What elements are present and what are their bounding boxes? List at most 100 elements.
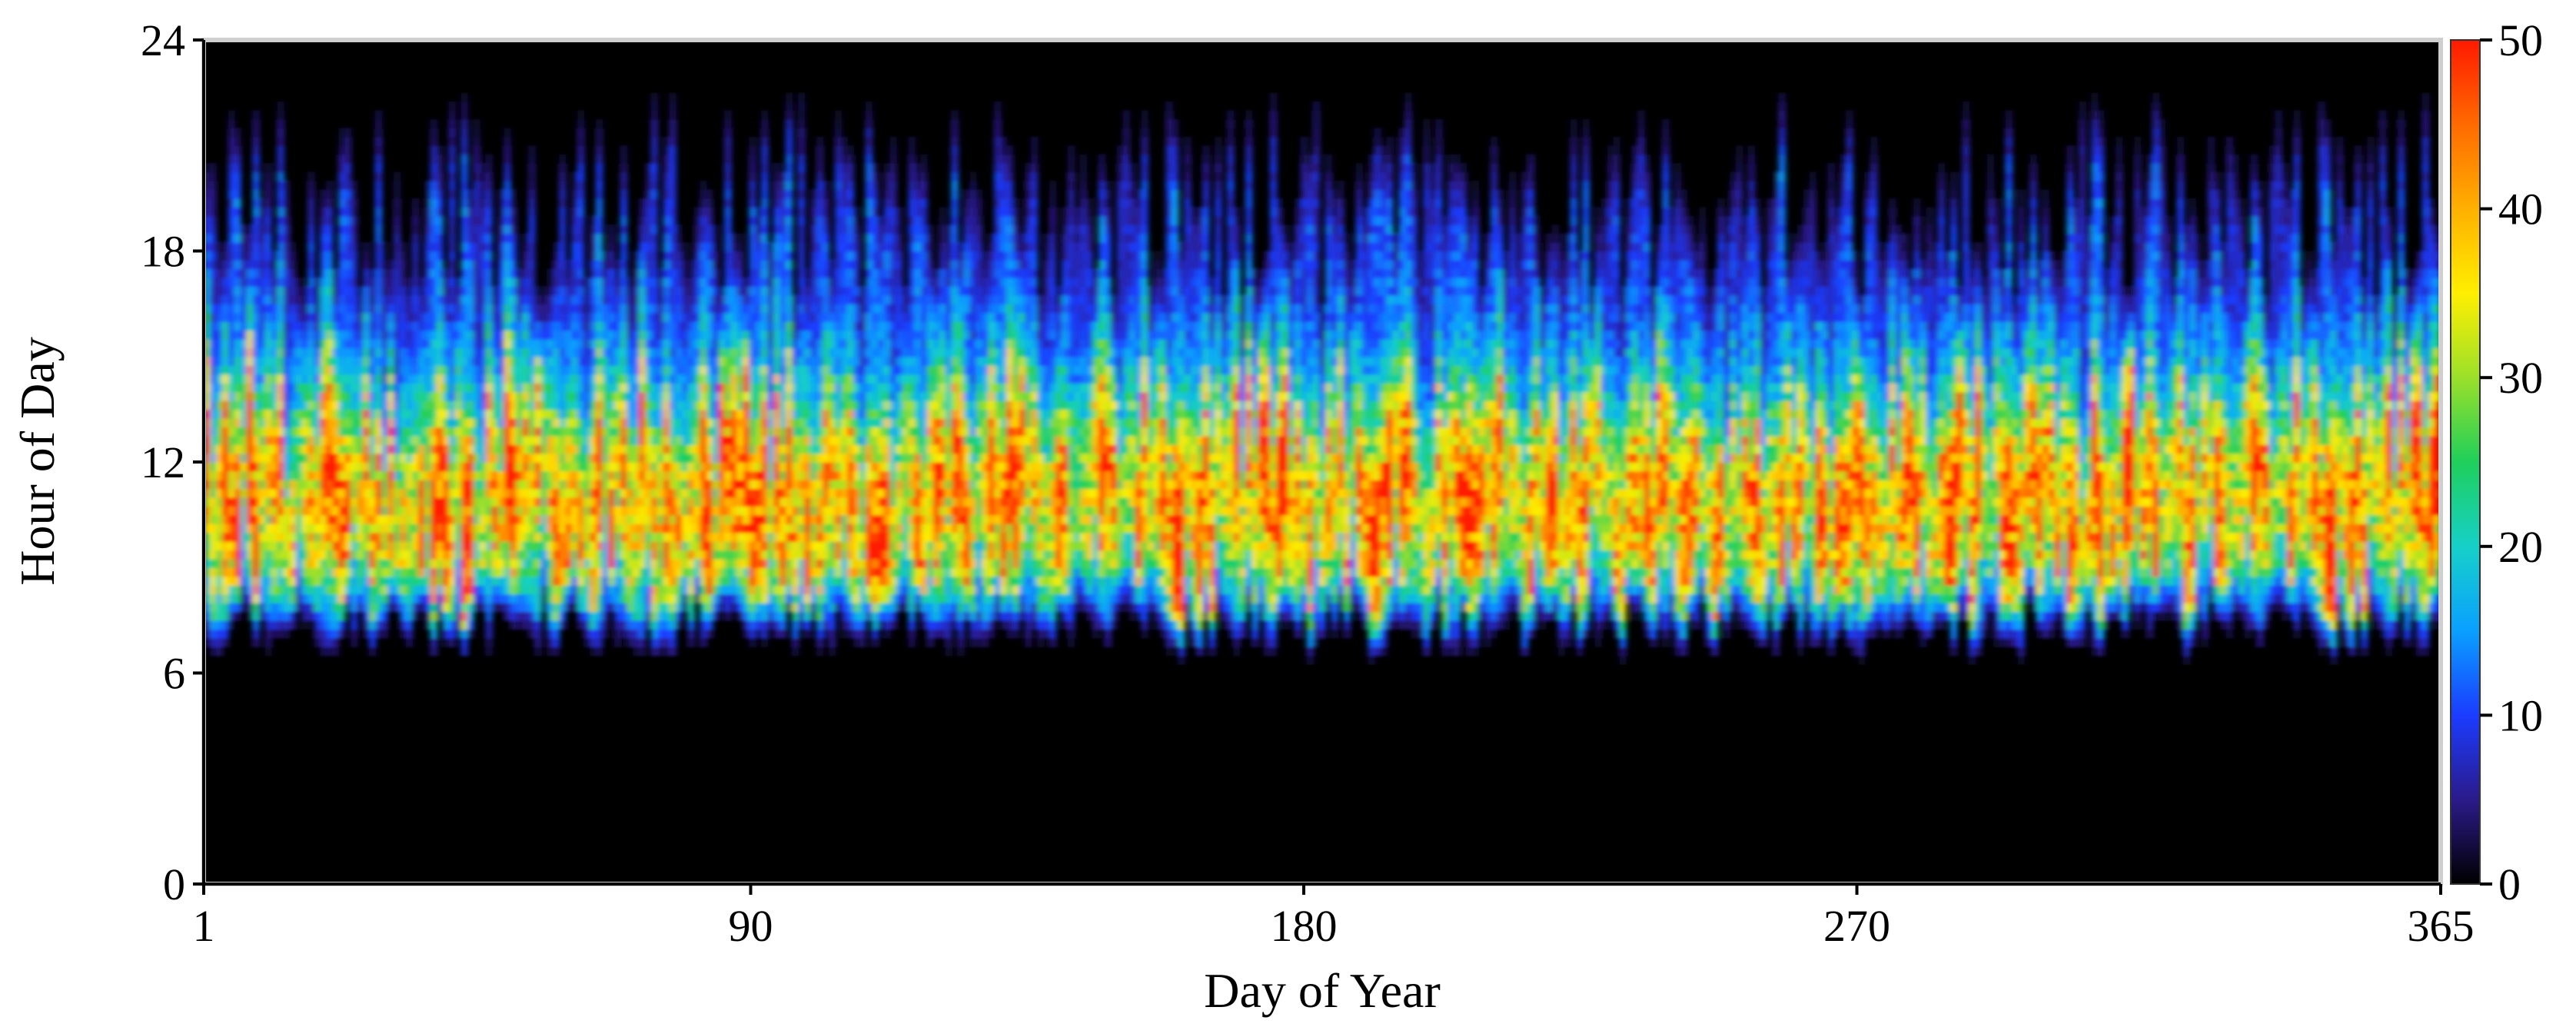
heatmap-cell [314,453,321,463]
heatmap-cell [209,576,217,586]
heatmap-cell [528,374,536,384]
heatmap-cell [651,391,658,401]
heatmap-cell [485,593,493,603]
heatmap-cell [700,409,707,419]
heatmap-cell [394,171,401,181]
heatmap-cell [675,462,683,472]
heatmap-cell [614,603,621,613]
heatmap-cell [369,347,377,357]
heatmap-cell [755,321,763,331]
heatmap-cell [590,593,597,603]
heatmap-cell [454,550,462,560]
heatmap-cell [264,215,272,225]
heatmap-cell [730,391,738,401]
heatmap-cell [204,576,211,586]
heatmap-cell [547,304,554,314]
heatmap-cell [816,506,824,516]
heatmap-cell [295,497,303,507]
heatmap-cell [687,417,695,428]
heatmap-cell [510,620,517,630]
heatmap-cell [430,506,437,516]
heatmap-cell [400,585,407,595]
heatmap-cell [743,409,750,419]
heatmap-cell [338,427,346,437]
heatmap-cell [473,506,480,516]
heatmap-cell [283,558,291,569]
heatmap-cell [258,198,266,208]
heatmap-cell [357,338,364,349]
heatmap-cell [406,576,413,586]
heatmap-cell [620,497,627,507]
heatmap-cell [718,453,726,463]
heatmap-cell [400,629,407,639]
heatmap-cell [504,171,511,181]
heatmap-cell [724,312,732,322]
heatmap-cell [645,189,652,199]
heatmap-cell [491,514,499,524]
heatmap-cell [491,550,499,560]
heatmap-cell [773,251,781,261]
heatmap-cell [571,374,579,384]
heatmap-cell [749,338,756,349]
heatmap-cell [675,286,683,296]
heatmap-cell [479,391,487,401]
heatmap-cell [810,347,818,357]
heatmap-cell [320,374,327,384]
heatmap-cell [332,338,340,349]
heatmap-cell [724,603,732,613]
heatmap-cell [565,259,573,270]
heatmap-cell [209,629,217,639]
heatmap-cell [387,391,394,401]
heatmap-cell [221,576,229,586]
heatmap-cell [810,417,818,428]
heatmap-cell [571,171,579,181]
heatmap-cell [724,171,732,181]
heatmap-cell [252,171,260,181]
heatmap-cell [326,620,334,630]
heatmap-cell [314,629,321,639]
heatmap-cell [816,550,824,560]
heatmap-cell [307,514,315,524]
heatmap-cell [669,593,676,603]
heatmap-cell [442,444,450,454]
heatmap-cell [283,567,291,577]
heatmap-cell [559,453,567,463]
heatmap-cell [620,383,627,393]
heatmap-cell [424,453,431,463]
heatmap-cell [516,550,524,560]
heatmap-cell [221,391,229,401]
heatmap-cell [504,163,511,173]
heatmap-cell [810,198,818,208]
heatmap-cell [436,558,444,569]
heatmap-cell [228,330,235,340]
heatmap-cell [387,532,394,542]
heatmap-cell [712,259,720,270]
heatmap-cell [540,409,548,419]
heatmap-cell [645,497,652,507]
heatmap-cell [228,312,235,322]
heatmap-cell [528,462,536,472]
heatmap-cell [485,435,493,445]
heatmap-cell [718,312,726,322]
heatmap-cell [228,383,235,393]
heatmap-cell [663,259,670,270]
heatmap-cell [215,603,223,613]
heatmap-cell [534,462,542,472]
heatmap-cell [792,435,799,445]
heatmap-cell [394,391,401,401]
heatmap-cell [669,637,676,647]
heatmap-cell [351,383,358,393]
heatmap-cell [375,523,382,533]
heatmap-cell [301,435,309,445]
heatmap-cell [534,286,542,296]
heatmap-cell [424,347,431,357]
heatmap-cell [761,154,769,164]
heatmap-cell [663,181,670,191]
heatmap-cell [479,233,487,243]
heatmap-cell [767,444,775,454]
heatmap-cell [559,189,567,199]
heatmap-cell [504,506,511,516]
heatmap-cell [344,181,352,191]
heatmap-cell [400,347,407,357]
heatmap-cell [669,479,676,490]
